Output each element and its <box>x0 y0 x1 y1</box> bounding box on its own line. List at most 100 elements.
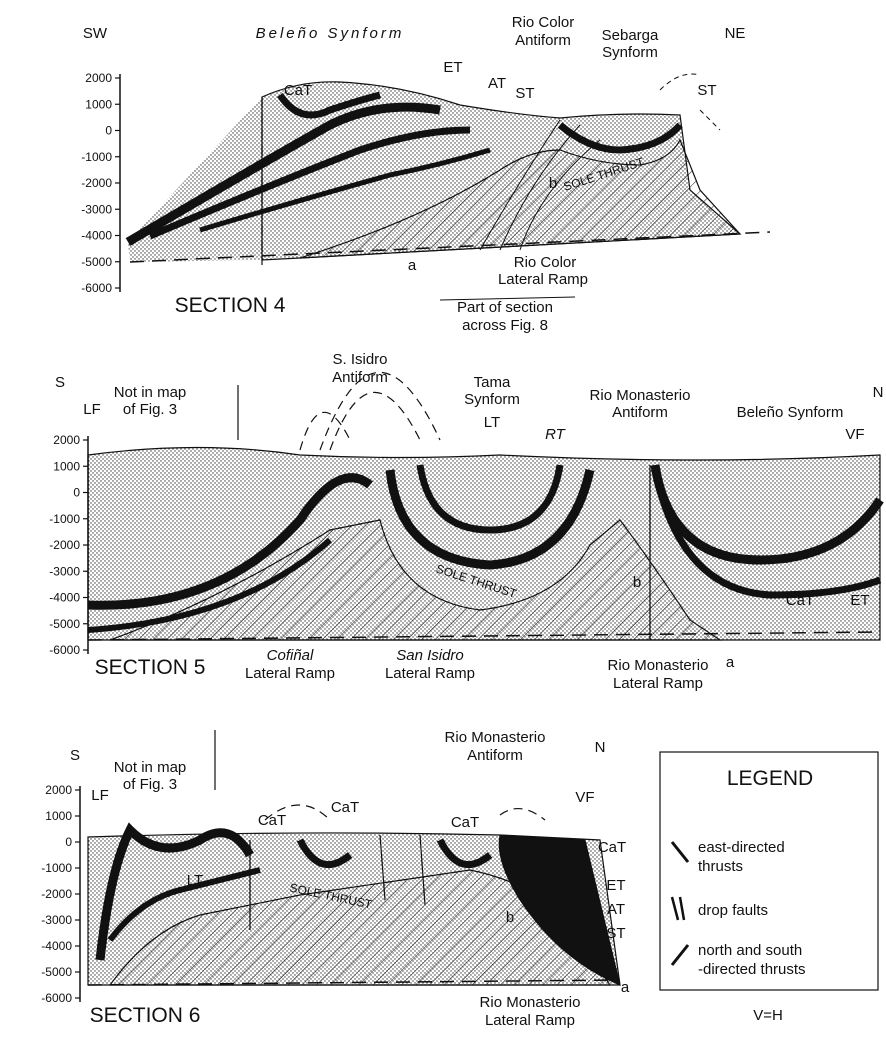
tick-label: -3000 <box>41 913 72 927</box>
label: VF <box>845 426 864 443</box>
tick-label: -6000 <box>49 643 80 657</box>
label: of Fig. 3 <box>123 401 177 418</box>
label: AT <box>607 901 625 918</box>
tick-label: 1000 <box>85 97 112 111</box>
label: Lateral Ramp <box>485 1012 575 1029</box>
legend-symbol <box>672 842 688 862</box>
legend-item: drop faults <box>698 902 768 919</box>
label: SW <box>83 25 108 42</box>
tick-label: -3000 <box>49 564 80 578</box>
label: Rio Monasterio <box>590 387 691 404</box>
label: Rio Monasterio <box>445 729 546 746</box>
label: ST <box>697 82 716 99</box>
tick-label: -6000 <box>81 281 112 295</box>
tick-label: -5000 <box>49 617 80 631</box>
label: RT <box>545 426 567 443</box>
label: ET <box>443 59 462 76</box>
label: Antiform <box>612 404 668 421</box>
tick-label: -4000 <box>49 591 80 605</box>
label: Beleño Synform <box>256 25 405 42</box>
label: CaT <box>451 814 479 831</box>
label: Beleño Synform <box>737 404 844 421</box>
label: CaT <box>258 812 286 829</box>
tick-label: -3000 <box>81 202 112 216</box>
tick-label: 2000 <box>53 433 80 447</box>
label: VF <box>575 789 594 806</box>
legend-title: LEGEND <box>727 767 813 790</box>
label: S <box>70 747 80 764</box>
label: N <box>595 739 606 756</box>
legend-symbol <box>672 897 684 920</box>
label: a <box>408 257 417 274</box>
tick-label: -1000 <box>49 512 80 526</box>
label: S <box>55 374 65 391</box>
label: ST <box>606 925 625 942</box>
tick-label: -1000 <box>81 150 112 164</box>
label: ST <box>515 85 534 102</box>
label: Part of section <box>457 299 553 316</box>
label: Antiform <box>515 32 571 49</box>
tick-label: -5000 <box>41 965 72 979</box>
label: CaT <box>284 82 312 99</box>
legend-item: north and south <box>698 942 802 959</box>
label: b <box>633 574 641 591</box>
label: b <box>506 909 514 926</box>
tick-label: -2000 <box>49 538 80 552</box>
label: Rio Monasterio <box>480 994 581 1011</box>
label: Lateral Ramp <box>245 665 335 682</box>
section-4-drawing <box>128 74 770 300</box>
label: Rio Color <box>512 14 575 31</box>
label: Cofiñal <box>267 647 314 664</box>
tick-label: 1000 <box>45 809 72 823</box>
tick-label: -2000 <box>81 176 112 190</box>
label: Sebarga <box>602 27 659 44</box>
tick-label: -2000 <box>41 887 72 901</box>
label: Antiform <box>467 747 523 764</box>
label: LF <box>91 787 109 804</box>
label: ET <box>606 877 625 894</box>
legend-item: thrusts <box>698 858 743 875</box>
tick-label: 1000 <box>53 459 80 473</box>
section-title: SECTION 4 <box>175 294 286 317</box>
section-title: SECTION 6 <box>90 1004 201 1027</box>
label: AT <box>488 75 506 92</box>
label: b <box>549 175 557 192</box>
tick-label: -4000 <box>81 229 112 243</box>
section-title: SECTION 5 <box>95 656 206 679</box>
label: LF <box>83 401 101 418</box>
label: CaT <box>331 799 359 816</box>
label: Rio Color <box>514 254 577 271</box>
label: CaT <box>598 839 626 856</box>
label: N <box>873 384 884 401</box>
tick-label: 0 <box>65 835 72 849</box>
tick-label: 0 <box>105 124 112 138</box>
scale-note: V=H <box>753 1007 783 1024</box>
label: Rio Monasterio <box>608 657 709 674</box>
label: across Fig. 8 <box>462 317 548 334</box>
label: Not in map <box>114 759 187 776</box>
legend-item: -directed thrusts <box>698 961 806 978</box>
label: Antiform <box>332 369 388 386</box>
tick-label: -4000 <box>41 939 72 953</box>
tick-label: -6000 <box>41 991 72 1005</box>
tick-label: 2000 <box>85 71 112 85</box>
label: CaT <box>786 592 814 609</box>
legend-item: east-directed <box>698 839 785 856</box>
label: Not in map <box>114 384 187 401</box>
label: ET <box>850 592 869 609</box>
label: a <box>726 654 735 671</box>
tick-label: 2000 <box>45 783 72 797</box>
label: Synform <box>464 391 520 408</box>
label: Synform <box>602 44 658 61</box>
label: LT <box>187 872 203 889</box>
label: Lateral Ramp <box>613 675 703 692</box>
label: Tama <box>474 374 511 391</box>
legend-symbol <box>672 945 688 965</box>
label: a <box>621 979 630 996</box>
label: San Isidro <box>396 647 464 664</box>
tick-label: -5000 <box>81 255 112 269</box>
tick-label: 0 <box>73 486 80 500</box>
tick-label: -1000 <box>41 861 72 875</box>
label: Lateral Ramp <box>498 271 588 288</box>
label: NE <box>725 25 746 42</box>
